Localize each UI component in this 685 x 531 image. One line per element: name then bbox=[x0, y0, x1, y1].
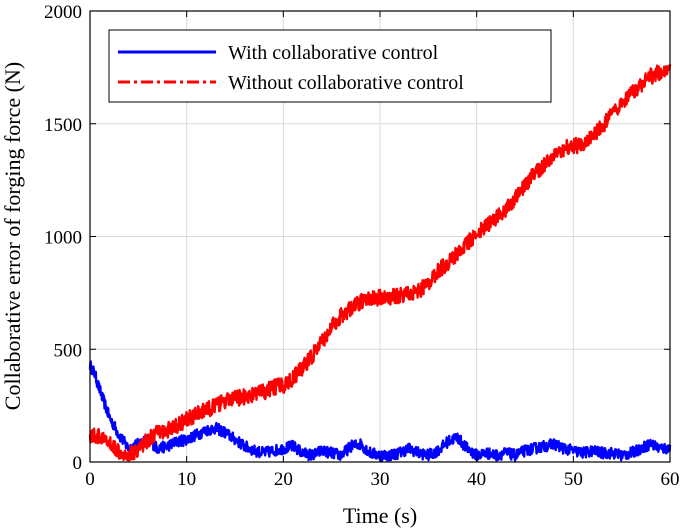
x-tick-label: 10 bbox=[177, 469, 196, 490]
x-tick-label: 0 bbox=[85, 469, 95, 490]
legend-box bbox=[108, 29, 552, 103]
y-tick-label: 2000 bbox=[44, 2, 82, 23]
y-tick-label: 0 bbox=[73, 453, 83, 474]
legend-label-with-control: With collaborative control bbox=[228, 42, 439, 64]
x-tick-label: 50 bbox=[564, 469, 583, 490]
legend-label-without-control: Without collaborative control bbox=[228, 72, 464, 94]
x-tick-label: 60 bbox=[661, 469, 680, 490]
x-tick-label: 40 bbox=[467, 469, 486, 490]
series-group bbox=[88, 64, 672, 462]
y-tick-label: 1000 bbox=[44, 228, 82, 249]
legend: With collaborative control Without colla… bbox=[108, 29, 552, 103]
x-tick-label: 30 bbox=[371, 469, 390, 490]
series-line-with-control bbox=[88, 360, 672, 462]
axis-tick-labels: 0 10 20 30 40 50 60 0 500 1000 1500 2000 bbox=[44, 2, 680, 490]
y-axis-label: Collaborative error of forging force (N) bbox=[0, 62, 25, 410]
axis-ticks bbox=[89, 10, 671, 463]
x-axis-label: Time (s) bbox=[343, 503, 417, 528]
series-line-without-control bbox=[88, 64, 672, 462]
x-tick-label: 20 bbox=[274, 469, 293, 490]
y-tick-label: 500 bbox=[54, 340, 83, 361]
y-tick-label: 1500 bbox=[44, 115, 82, 136]
